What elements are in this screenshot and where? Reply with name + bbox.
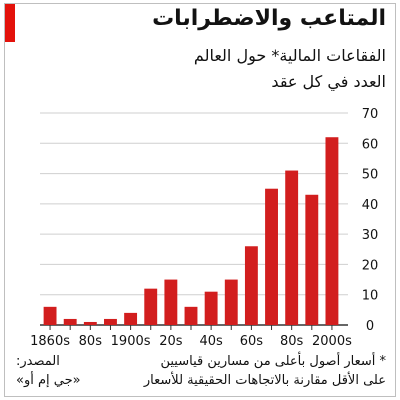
- bar-1890s: [104, 318, 117, 325]
- x-tick-label: 20s: [159, 334, 183, 349]
- y-tick-label: 10: [362, 289, 379, 304]
- y-axis-ticks: 0 10 20 30 40 50 60 70: [362, 107, 379, 334]
- x-axis-ticks: 1860s 80s 1900s 20s 40s 60s 80s 2000s: [30, 325, 352, 349]
- x-tick-label: 60s: [240, 334, 264, 349]
- x-tick-label: 1860s: [30, 334, 70, 349]
- bar-1940s: [204, 291, 218, 325]
- gridlines: [40, 112, 348, 326]
- y-tick-label: 50: [362, 168, 379, 183]
- bar-1880s: [83, 321, 97, 325]
- y-tick-label: 0: [366, 319, 374, 334]
- x-tick-label: 80s: [79, 334, 103, 349]
- x-tick-label: 2000s: [312, 334, 352, 349]
- bar-1900s: [124, 312, 138, 325]
- bars: [43, 137, 339, 325]
- bar-1950s: [224, 279, 238, 325]
- footnote: * أسعار أصول بأعلى من مسارين قياسيين على…: [144, 352, 386, 390]
- y-tick-label: 40: [362, 198, 379, 213]
- footnote-line: * أسعار أصول بأعلى من مسارين قياسيين: [160, 354, 386, 369]
- bar-1990s: [305, 194, 319, 325]
- source-label: المصدر:: [16, 354, 60, 369]
- bar-1960s: [244, 246, 258, 325]
- bar-1930s: [184, 306, 198, 325]
- x-tick-label: 80s: [280, 334, 304, 349]
- source-name: «جي إم أو»: [16, 373, 81, 388]
- source-note: المصدر: «جي إم أو»: [16, 352, 81, 390]
- footnote-line: على الأقل مقارنة بالاتجاهات الحقيقية للأ…: [143, 373, 386, 388]
- bar-1970s: [265, 188, 278, 325]
- x-tick-label: 1900s: [111, 334, 151, 349]
- brand-accent-tab: [5, 4, 15, 42]
- bar-1980s: [285, 170, 299, 325]
- y-tick-label: 60: [362, 137, 379, 152]
- chart-unit-label: العدد في كل عقد: [271, 72, 386, 91]
- bar-1860s: [43, 306, 57, 325]
- y-tick-label: 20: [362, 258, 379, 273]
- bar-1870s: [63, 318, 77, 325]
- y-tick-label: 70: [362, 107, 379, 122]
- bar-2000s: [325, 137, 339, 325]
- bar-1920s: [164, 279, 178, 325]
- bar-1910s: [144, 288, 158, 325]
- chart-subtitle: الفقاعات المالية* حول العالم: [193, 46, 386, 65]
- y-tick-label: 30: [362, 228, 379, 243]
- chart-title: المتاعب والاضطرابات: [152, 6, 386, 31]
- x-tick-label: 40s: [199, 334, 223, 349]
